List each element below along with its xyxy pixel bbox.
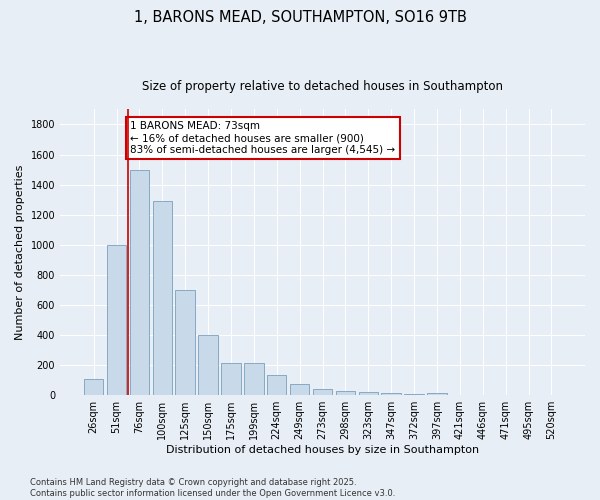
Text: 1, BARONS MEAD, SOUTHAMPTON, SO16 9TB: 1, BARONS MEAD, SOUTHAMPTON, SO16 9TB — [134, 10, 466, 25]
Bar — [335, 392, 355, 395]
Bar — [221, 363, 241, 395]
Text: 1 BARONS MEAD: 73sqm
← 16% of detached houses are smaller (900)
83% of semi-deta: 1 BARONS MEAD: 73sqm ← 16% of detached h… — [130, 122, 395, 154]
Y-axis label: Number of detached properties: Number of detached properties — [15, 164, 25, 340]
Title: Size of property relative to detached houses in Southampton: Size of property relative to detached ho… — [142, 80, 503, 93]
Bar — [199, 335, 218, 395]
Bar — [152, 201, 172, 395]
Bar — [130, 170, 149, 395]
Text: Contains HM Land Registry data © Crown copyright and database right 2025.
Contai: Contains HM Land Registry data © Crown c… — [30, 478, 395, 498]
Bar — [313, 389, 332, 395]
Bar — [84, 378, 103, 395]
Bar — [382, 393, 401, 395]
Bar — [404, 394, 424, 395]
Bar — [290, 384, 310, 395]
Bar — [427, 392, 446, 395]
Bar — [107, 245, 126, 395]
X-axis label: Distribution of detached houses by size in Southampton: Distribution of detached houses by size … — [166, 445, 479, 455]
Bar — [244, 363, 263, 395]
Bar — [359, 392, 378, 395]
Bar — [175, 290, 195, 395]
Bar — [267, 375, 286, 395]
